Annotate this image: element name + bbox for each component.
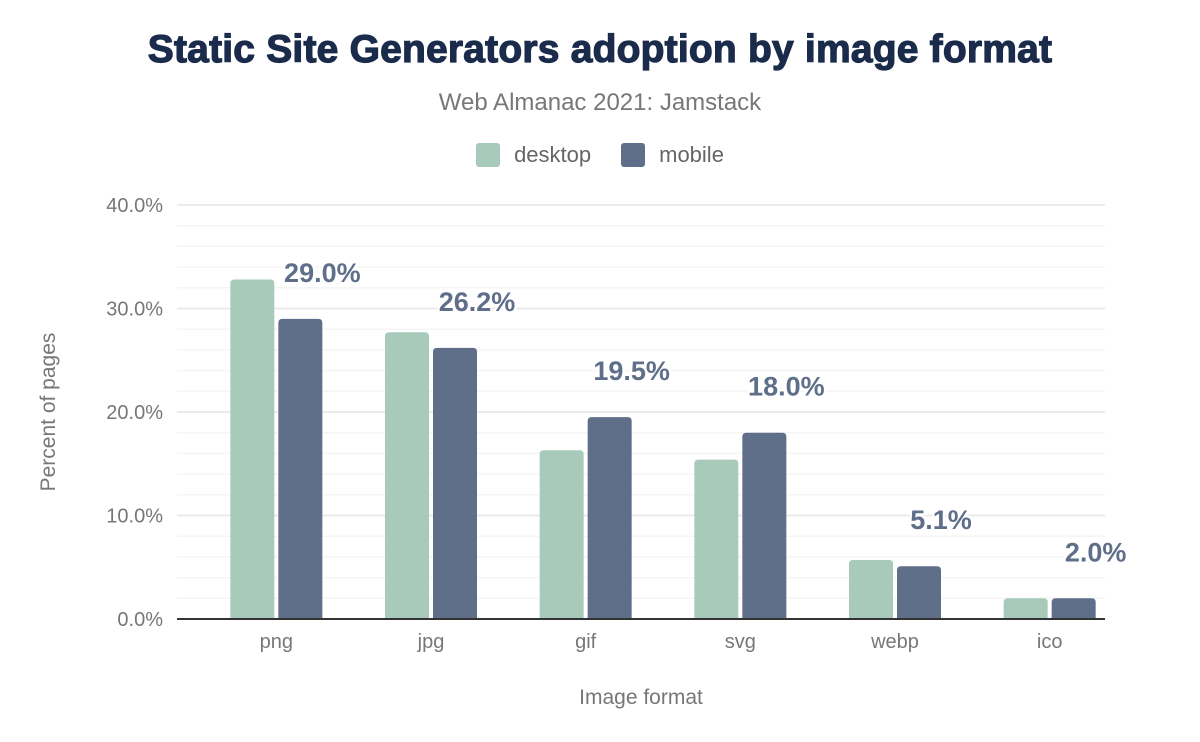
- x-tick-label-webp: webp: [870, 631, 919, 653]
- y-tick-label: 20.0%: [106, 402, 163, 424]
- bar-desktop-gif[interactable]: [539, 450, 584, 619]
- legend-swatch-mobile: [621, 143, 646, 167]
- x-axis-ticks: png jpg gif svg webp ico: [260, 631, 1063, 653]
- x-tick-label-gif: gif: [575, 631, 597, 653]
- legend: desktop mobile: [0, 142, 1200, 168]
- y-tick-label: 40.0%: [106, 195, 163, 217]
- bar-mobile-webp[interactable]: [897, 566, 941, 619]
- bar-desktop-svg[interactable]: [694, 459, 739, 619]
- y-tick-label: 0.0%: [117, 609, 163, 631]
- chart-subtitle: Web Almanac 2021: Jamstack: [438, 89, 762, 116]
- x-tick-label-ico: ico: [1037, 631, 1063, 653]
- bar-mobile-png[interactable]: [278, 318, 323, 619]
- bar-mobile-gif[interactable]: [587, 417, 632, 619]
- x-tick-label-png: png: [260, 631, 293, 653]
- bar-desktop-png[interactable]: [230, 279, 275, 619]
- legend-swatch-desktop: [476, 143, 501, 167]
- y-axis-ticks: 0.0% 10.0% 20.0% 30.0% 40.0%: [106, 195, 163, 631]
- x-tick-label-svg: svg: [725, 631, 756, 653]
- legend-label-desktop: desktop: [514, 142, 592, 167]
- bar-mobile-svg[interactable]: [742, 432, 787, 619]
- bar-mobile-ico[interactable]: [1051, 598, 1096, 619]
- bar-desktop-jpg[interactable]: [385, 332, 429, 619]
- chart-title: Static Site Generators adoption by image…: [147, 27, 1053, 71]
- data-label-gif: 19.5%: [593, 356, 670, 386]
- legend-item-desktop[interactable]: desktop: [476, 142, 591, 168]
- y-axis-title: Percent of pages: [37, 333, 60, 492]
- data-label-jpg: 26.2%: [439, 287, 516, 317]
- y-tick-label: 30.0%: [106, 299, 163, 321]
- bar-desktop-webp[interactable]: [849, 560, 893, 619]
- data-label-webp: 5.1%: [910, 505, 972, 535]
- data-label-png: 29.0%: [284, 258, 361, 288]
- bar-mobile-jpg[interactable]: [433, 347, 477, 619]
- bars: [230, 279, 1096, 619]
- data-labels: 29.0% 26.2% 19.5% 18.0% 5.1% 2.0%: [282, 256, 1128, 569]
- bar-desktop-ico[interactable]: [1003, 598, 1048, 619]
- y-tick-label: 10.0%: [106, 506, 163, 528]
- data-label-ico: 2.0%: [1065, 537, 1127, 567]
- x-axis-title: Image format: [579, 686, 703, 709]
- gridlines: [177, 204, 1105, 600]
- data-label-svg: 18.0%: [748, 372, 825, 402]
- x-tick-label-jpg: jpg: [417, 631, 445, 653]
- legend-item-mobile[interactable]: mobile: [621, 142, 724, 168]
- legend-label-mobile: mobile: [659, 142, 724, 167]
